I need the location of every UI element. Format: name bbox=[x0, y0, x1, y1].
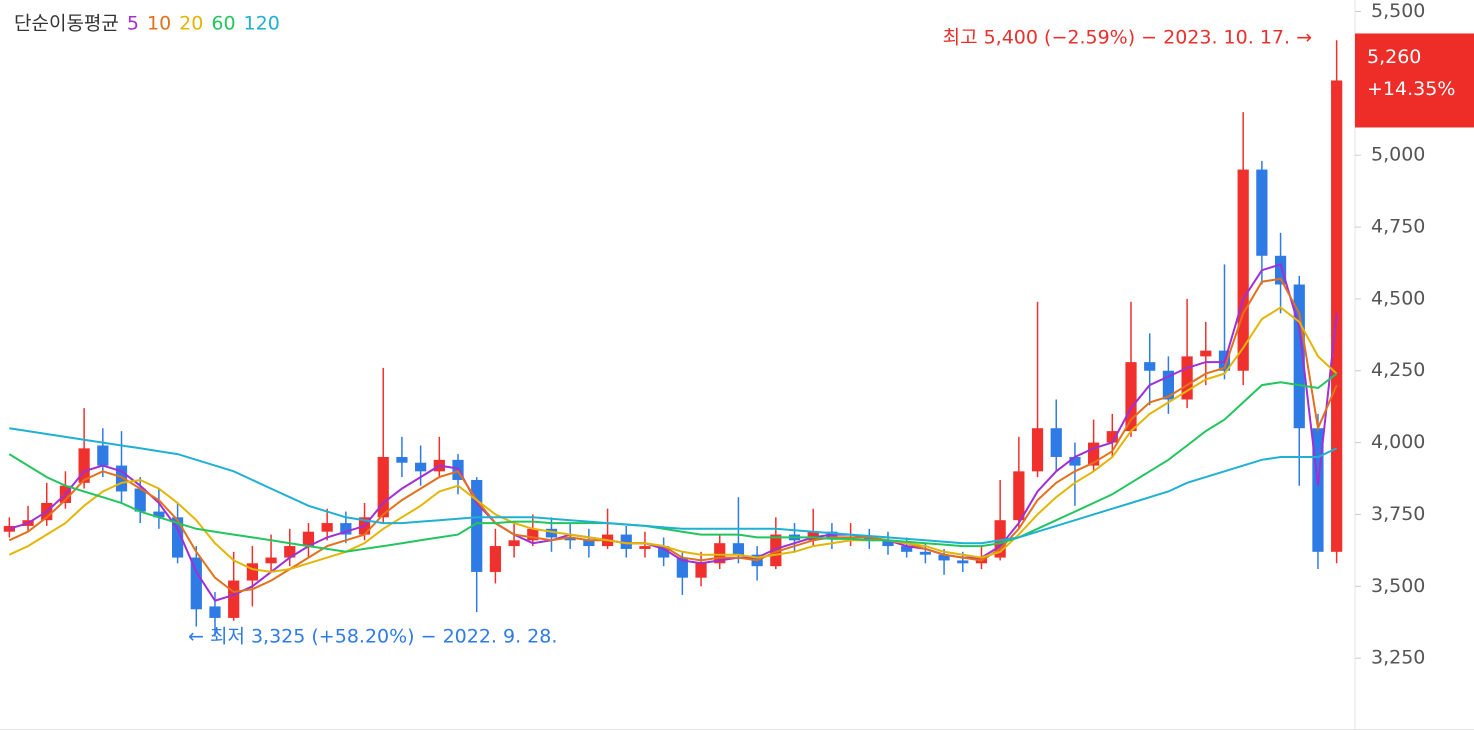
candle-body bbox=[658, 546, 670, 558]
moving-average-line bbox=[8, 372, 1338, 553]
candle-body bbox=[1125, 362, 1137, 432]
candle-body bbox=[302, 531, 315, 547]
candle-body bbox=[97, 445, 109, 466]
legend-entry: 20 bbox=[179, 13, 203, 35]
candle-body bbox=[171, 517, 184, 558]
legend-title: 단순이동평균 bbox=[14, 13, 119, 35]
candle-body bbox=[246, 563, 258, 581]
candle-body bbox=[732, 543, 745, 555]
change-label: +14.35% bbox=[1367, 78, 1455, 100]
candle-body bbox=[284, 546, 296, 558]
candle-body bbox=[676, 557, 688, 578]
plot-area bbox=[3, 40, 1343, 637]
legend-entry: 120 bbox=[244, 13, 280, 35]
candle-body bbox=[1050, 428, 1062, 457]
moving-average-line bbox=[9, 427, 1338, 545]
high-annotation: 최고 5,400 (−2.59%) − 2023. 10. 17. → bbox=[943, 27, 1312, 49]
candle-body bbox=[863, 537, 875, 541]
candle-body bbox=[228, 580, 240, 618]
moving-average-line bbox=[8, 306, 1338, 573]
low-annotation: ← 최저 3,325 (+58.20%) − 2022. 9. 28. bbox=[188, 626, 557, 648]
candle-body bbox=[1181, 356, 1193, 400]
candle-body bbox=[882, 540, 894, 547]
y-tick-label: 3,250 bbox=[1371, 647, 1425, 669]
candle-body bbox=[153, 511, 165, 518]
candle-body bbox=[115, 465, 128, 492]
candle-body bbox=[957, 560, 969, 564]
y-tick-label: 4,250 bbox=[1371, 359, 1425, 381]
candle-body bbox=[1162, 370, 1175, 400]
moving-average-line bbox=[8, 277, 1338, 594]
candle-body bbox=[807, 531, 819, 541]
legend-entry: 10 bbox=[147, 13, 171, 35]
candle-body bbox=[919, 551, 931, 555]
candle-body bbox=[489, 546, 502, 572]
candle-body bbox=[377, 456, 389, 518]
candle-body bbox=[583, 540, 595, 547]
y-tick-label: 5,500 bbox=[1371, 0, 1425, 22]
candle-body bbox=[901, 546, 913, 552]
moving-average-line bbox=[9, 263, 1338, 602]
candle-body bbox=[190, 557, 202, 610]
candle-body bbox=[1312, 428, 1324, 552]
candle-body bbox=[209, 606, 221, 618]
y-tick-label: 5,000 bbox=[1371, 144, 1425, 166]
candle-body bbox=[564, 537, 576, 541]
legend: 단순이동평균 5 10 20 60 120 bbox=[14, 13, 280, 35]
candle-body bbox=[396, 456, 408, 463]
price-label: 5,260 bbox=[1367, 46, 1421, 68]
candle-body bbox=[695, 563, 707, 578]
legend-entry: 5 bbox=[127, 13, 139, 35]
candle-body bbox=[545, 528, 558, 538]
legend-entry: 60 bbox=[211, 13, 235, 35]
candle-body bbox=[1013, 471, 1025, 521]
candle-body bbox=[265, 557, 277, 564]
candle-body bbox=[1274, 255, 1287, 285]
candle-body bbox=[471, 479, 483, 572]
candle-body bbox=[321, 523, 333, 532]
candle-body bbox=[134, 488, 146, 512]
candle-body bbox=[1031, 428, 1044, 472]
candle-body bbox=[1293, 284, 1305, 429]
candle-body bbox=[527, 528, 539, 541]
candle-body bbox=[1069, 456, 1081, 466]
candle-body bbox=[938, 554, 950, 561]
candle-body bbox=[1106, 431, 1118, 443]
candle-body bbox=[78, 448, 90, 483]
candle-body bbox=[508, 540, 520, 547]
candle-body bbox=[620, 534, 632, 549]
candle-body bbox=[1200, 350, 1212, 357]
y-tick-label: 3,750 bbox=[1371, 503, 1425, 525]
candle-body bbox=[714, 543, 726, 564]
candle-body bbox=[1256, 169, 1268, 256]
y-tick-label: 4,000 bbox=[1371, 431, 1425, 453]
candle-body bbox=[1144, 362, 1156, 371]
y-tick-label: 3,500 bbox=[1371, 575, 1425, 597]
price-box bbox=[1355, 33, 1474, 128]
y-tick-label: 4,500 bbox=[1371, 287, 1425, 309]
candle-body bbox=[1088, 442, 1100, 466]
candle-body bbox=[340, 523, 352, 535]
candle-body bbox=[994, 520, 1006, 558]
candle-body bbox=[770, 534, 782, 567]
y-tick-label: 4,750 bbox=[1371, 216, 1425, 238]
candle-body bbox=[639, 546, 651, 549]
candle-body bbox=[415, 462, 427, 472]
candle-body bbox=[1237, 169, 1249, 371]
